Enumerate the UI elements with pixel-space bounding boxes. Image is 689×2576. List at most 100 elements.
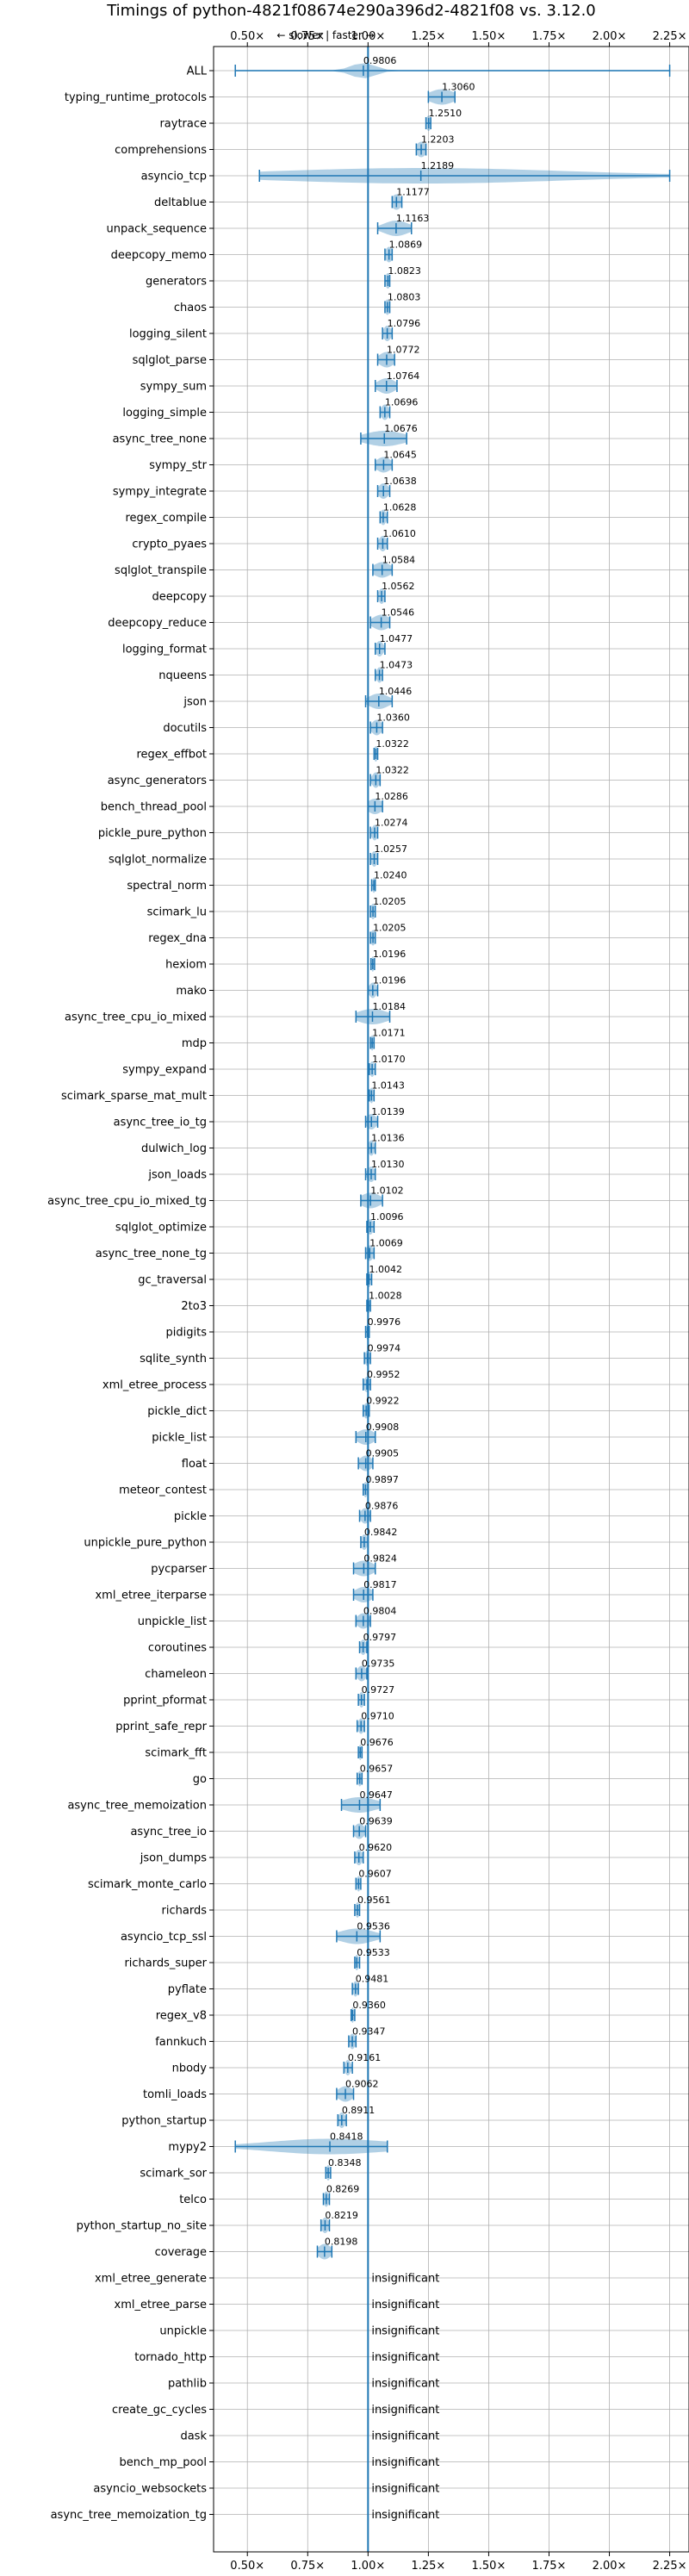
violin-spectral-norm (370, 877, 376, 893)
violin-dulwich-log (367, 1140, 376, 1156)
violin-async-tree-none (360, 431, 407, 446)
category-label-xml-etree-parse: xml_etree_parse (115, 2299, 207, 2312)
violin-regex-v8 (350, 2007, 356, 2023)
violin-all (234, 63, 671, 78)
violin-hexiom (369, 956, 376, 972)
category-label-mdp: mdp (182, 1037, 207, 1050)
category-label-async-tree-io: async_tree_io (130, 1826, 207, 1839)
value-label: 0.9481 (356, 1974, 389, 1985)
value-label: 1.0171 (372, 1028, 406, 1039)
violin-sqlglot-optimize (366, 1219, 376, 1235)
value-label: 0.9976 (368, 1316, 401, 1328)
category-label-scimark-lu: scimark_lu (147, 906, 207, 919)
x-tick-label-top: 1.75× (532, 30, 567, 43)
violins (234, 63, 671, 2260)
violin-bench-thread-pool (367, 799, 383, 814)
value-label: 1.0546 (382, 607, 415, 619)
category-label-spectral-norm: spectral_norm (127, 880, 207, 893)
violin-logging-simple (379, 404, 391, 420)
violin-2to3 (366, 1297, 371, 1314)
category-label-sqlglot-transpile: sqlglot_transpile (115, 564, 207, 577)
value-label: 1.0205 (373, 896, 407, 907)
category-label-dulwich-log: dulwich_log (141, 1142, 207, 1155)
value-label: 0.9908 (366, 1422, 400, 1433)
category-label-pidigits: pidigits (166, 1327, 208, 1340)
value-label: 0.9676 (360, 1737, 394, 1748)
violin-sqlglot-parse (376, 352, 395, 368)
value-label: 0.8911 (342, 2105, 376, 2116)
value-label: 1.0562 (382, 581, 415, 592)
category-label-unpickle-list: unpickle_list (138, 1615, 207, 1628)
value-label: 1.0473 (380, 660, 413, 671)
value-label: 0.9817 (363, 1579, 397, 1590)
violin-meteor-contest (362, 1482, 369, 1497)
value-label: 1.0772 (387, 345, 420, 356)
value-label: 1.2189 (421, 160, 455, 171)
category-label-regex-dna: regex_dna (148, 932, 207, 945)
value-label: 0.9062 (345, 2079, 379, 2090)
violin-chaos (384, 299, 391, 315)
value-label: 1.0096 (370, 1211, 404, 1223)
violin-xml-etree-iterparse (352, 1587, 374, 1602)
category-label-dask: dask (180, 2430, 207, 2443)
category-label-docutils: docutils (163, 722, 207, 735)
violin-deepcopy-memo (384, 246, 394, 263)
value-label: 1.0136 (371, 1133, 405, 1144)
value-label: 1.0584 (382, 555, 416, 566)
category-label-2to3: 2to3 (181, 1300, 207, 1313)
category-label-pickle: pickle (174, 1510, 207, 1523)
value-label: 1.0360 (376, 712, 410, 724)
value-label: 1.0286 (375, 791, 408, 802)
value-label: 0.9161 (348, 2052, 382, 2063)
violin-unpack-sequence (376, 221, 413, 236)
category-label-scimark-sparse-mat-mult: scimark_sparse_mat_mult (61, 1090, 207, 1103)
category-label-generators: generators (146, 276, 207, 289)
violin-gc-traversal (366, 1272, 373, 1287)
plot-frame (213, 46, 689, 2553)
violin-deepcopy (376, 588, 386, 604)
category-label-richards: richards (162, 1905, 208, 1918)
value-label: 0.9735 (362, 1658, 395, 1670)
category-label-xml-etree-generate: xml_etree_generate (95, 2273, 207, 2286)
value-label: 0.9360 (352, 2000, 386, 2011)
value-label: 1.0446 (379, 686, 413, 697)
category-label-async-tree-memoization-tg: async_tree_memoization_tg (51, 2509, 207, 2522)
violin-async-generators (369, 772, 382, 788)
violin-asyncio-tcp (258, 168, 671, 184)
value-label: 1.0610 (382, 528, 416, 539)
category-label-async-generators: async_generators (108, 775, 208, 787)
category-label-deepcopy-memo: deepcopy_memo (111, 249, 207, 262)
category-label-go: go (193, 1773, 207, 1786)
category-label-python-startup: python_startup (121, 2115, 207, 2128)
violin-sympy-str (374, 457, 394, 473)
violin-pprint-safe-repr (356, 1718, 365, 1734)
value-label: 1.0170 (372, 1054, 406, 1065)
category-label-scimark-sor: scimark_sor (140, 2168, 207, 2181)
violin-mako (367, 982, 379, 999)
category-label-chaos: chaos (174, 302, 207, 314)
category-label-asyncio-tcp-ssl: asyncio_tcp_ssl (121, 1931, 207, 1944)
category-label-sympy-sum: sympy_sum (140, 381, 207, 394)
violin-logging-silent (382, 326, 394, 341)
violin-nqueens (374, 667, 383, 683)
violin-generators (384, 273, 391, 289)
value-label: 0.8198 (325, 2237, 358, 2248)
value-label: 0.9876 (365, 1501, 399, 1512)
insignificant-label: insignificant (371, 2299, 439, 2312)
violin-regex-dna (369, 930, 376, 946)
violin-asyncio-tcp-ssl (336, 1928, 382, 1944)
violin-sqlite-synth (363, 1350, 371, 1366)
value-label: 1.0803 (388, 292, 421, 303)
violin-xml-etree-process (362, 1377, 371, 1392)
value-label: 1.0764 (387, 370, 420, 382)
violin-pyflate (351, 1981, 359, 1997)
value-label: 0.9657 (360, 1764, 394, 1775)
chart-title: Timings of python-4821f08674e290a396d2-4… (106, 2, 596, 20)
violin-pycparser (352, 1560, 376, 1577)
category-label-regex-effbot: regex_effbot (136, 749, 207, 762)
category-label-json: json (183, 696, 207, 709)
value-label: 1.0069 (369, 1238, 403, 1249)
value-label: 1.0143 (371, 1080, 405, 1092)
category-label-scimark-fft: scimark_fft (145, 1747, 207, 1760)
value-label: 0.9727 (362, 1684, 395, 1696)
